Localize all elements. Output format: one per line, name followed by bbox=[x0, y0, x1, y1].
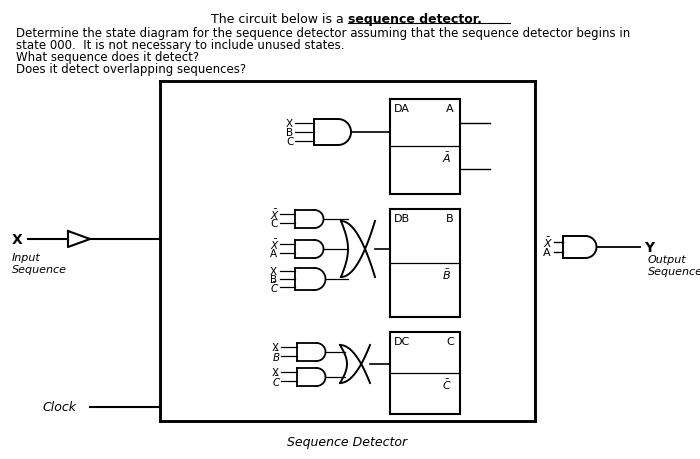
Text: $\bar{X}$: $\bar{X}$ bbox=[270, 237, 280, 252]
Text: Y: Y bbox=[644, 241, 654, 254]
Text: Output: Output bbox=[648, 254, 687, 264]
Text: X: X bbox=[270, 266, 277, 276]
Text: C: C bbox=[446, 336, 454, 346]
Text: $\bar{C}$: $\bar{C}$ bbox=[272, 374, 281, 388]
Text: $\bar{X}$: $\bar{X}$ bbox=[543, 235, 553, 250]
Text: What sequence does it detect?: What sequence does it detect? bbox=[16, 51, 199, 64]
Text: DB: DB bbox=[394, 213, 410, 224]
Text: X: X bbox=[272, 367, 279, 377]
Text: B: B bbox=[270, 274, 277, 285]
Text: DA: DA bbox=[394, 104, 410, 114]
Text: X: X bbox=[12, 233, 22, 246]
Text: X: X bbox=[272, 342, 279, 352]
Text: Sequence: Sequence bbox=[12, 264, 67, 274]
Text: C: C bbox=[270, 218, 277, 229]
Text: $\bar{X}$: $\bar{X}$ bbox=[270, 207, 280, 222]
Text: A: A bbox=[446, 104, 454, 114]
Text: A: A bbox=[543, 247, 551, 257]
Text: $\bar{C}$: $\bar{C}$ bbox=[270, 280, 279, 294]
Text: X: X bbox=[286, 119, 293, 129]
Text: $\bar{A}$: $\bar{A}$ bbox=[442, 151, 452, 165]
Text: B: B bbox=[446, 213, 454, 224]
Text: $\bar{C}$: $\bar{C}$ bbox=[442, 377, 452, 392]
Text: Sequence Detector: Sequence Detector bbox=[288, 435, 407, 448]
Text: sequence detector.: sequence detector. bbox=[348, 13, 482, 26]
Text: Sequence: Sequence bbox=[648, 266, 700, 276]
Text: Determine the state diagram for the sequence detector assuming that the sequence: Determine the state diagram for the sequ… bbox=[16, 27, 630, 40]
Text: Clock: Clock bbox=[42, 401, 76, 414]
Text: $\bar{B}$: $\bar{B}$ bbox=[442, 268, 451, 281]
Text: $\bar{B}$: $\bar{B}$ bbox=[272, 349, 281, 363]
Text: Does it detect overlapping sequences?: Does it detect overlapping sequences? bbox=[16, 63, 246, 76]
Text: DC: DC bbox=[394, 336, 410, 346]
Text: state 000.  It is not necessary to include unused states.: state 000. It is not necessary to includ… bbox=[16, 39, 344, 52]
Text: Input: Input bbox=[12, 252, 41, 263]
Text: C: C bbox=[286, 137, 293, 147]
Text: B: B bbox=[286, 128, 293, 138]
Text: A: A bbox=[270, 248, 277, 258]
Text: The circuit below is a: The circuit below is a bbox=[211, 13, 348, 26]
